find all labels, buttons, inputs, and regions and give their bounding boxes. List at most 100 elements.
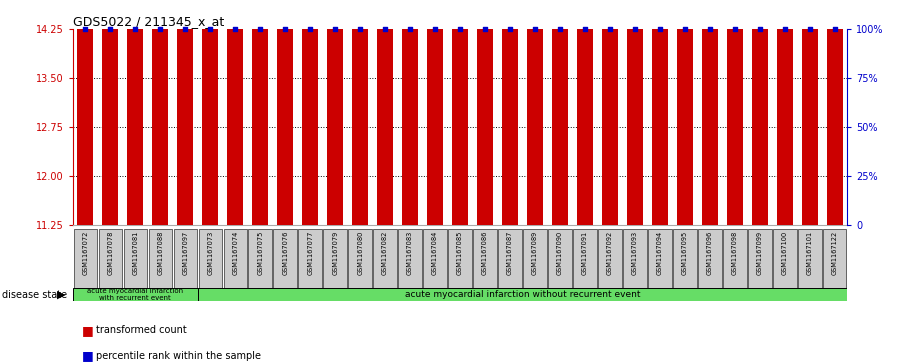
Bar: [152, 0, 169, 225]
Point: [628, 26, 642, 32]
Point: [328, 26, 343, 32]
Bar: [623, 229, 647, 288]
Text: transformed count: transformed count: [96, 325, 187, 335]
Text: GSM1167073: GSM1167073: [208, 231, 213, 275]
Bar: [223, 229, 247, 288]
Bar: [823, 229, 846, 288]
Bar: [352, 0, 368, 225]
Bar: [577, 0, 593, 225]
Point: [428, 26, 443, 32]
Bar: [374, 229, 397, 288]
Bar: [523, 229, 547, 288]
Text: GSM1167087: GSM1167087: [507, 231, 513, 275]
Bar: [602, 0, 618, 225]
Point: [353, 26, 367, 32]
Bar: [98, 229, 122, 288]
Bar: [448, 229, 472, 288]
Point: [777, 26, 792, 32]
Bar: [477, 0, 493, 225]
Bar: [102, 0, 118, 225]
Bar: [527, 0, 543, 225]
Bar: [748, 229, 772, 288]
Bar: [474, 229, 496, 288]
Bar: [452, 0, 468, 225]
Point: [803, 26, 817, 32]
Text: GSM1167072: GSM1167072: [82, 231, 88, 275]
Bar: [177, 0, 193, 225]
Bar: [299, 229, 322, 288]
Point: [228, 26, 242, 32]
Text: GSM1167090: GSM1167090: [557, 231, 563, 275]
Text: GSM1167091: GSM1167091: [582, 231, 588, 275]
Text: GSM1167088: GSM1167088: [158, 231, 163, 275]
Text: GSM1167095: GSM1167095: [681, 231, 688, 275]
Text: GSM1167085: GSM1167085: [457, 231, 463, 275]
Bar: [348, 229, 372, 288]
Point: [702, 26, 717, 32]
Text: GSM1167100: GSM1167100: [782, 231, 788, 275]
Point: [278, 26, 292, 32]
Point: [527, 26, 542, 32]
Point: [827, 26, 842, 32]
Point: [678, 26, 692, 32]
Point: [128, 26, 143, 32]
Point: [652, 26, 667, 32]
Bar: [302, 0, 318, 225]
Text: GSM1167086: GSM1167086: [482, 231, 488, 275]
Bar: [727, 0, 743, 225]
Bar: [74, 229, 97, 288]
Text: GSM1167077: GSM1167077: [307, 231, 313, 275]
Point: [78, 26, 93, 32]
Text: GSM1167080: GSM1167080: [357, 231, 363, 275]
Point: [553, 26, 568, 32]
Text: ▶: ▶: [57, 290, 66, 300]
Bar: [677, 0, 693, 225]
Text: GSM1167074: GSM1167074: [232, 231, 239, 275]
Text: GSM1167079: GSM1167079: [333, 231, 338, 275]
Text: GSM1167092: GSM1167092: [607, 231, 613, 275]
Bar: [498, 229, 522, 288]
Text: ■: ■: [82, 349, 94, 362]
Bar: [73, 288, 198, 301]
Bar: [826, 0, 843, 225]
Bar: [77, 0, 94, 225]
Bar: [698, 229, 722, 288]
Bar: [777, 0, 793, 225]
Point: [153, 26, 168, 32]
Bar: [802, 0, 818, 225]
Point: [752, 26, 767, 32]
Point: [728, 26, 742, 32]
Text: GSM1167101: GSM1167101: [807, 231, 813, 275]
Text: percentile rank within the sample: percentile rank within the sample: [96, 351, 261, 361]
Text: ■: ■: [82, 324, 94, 337]
Bar: [723, 229, 747, 288]
Text: GSM1167122: GSM1167122: [832, 231, 838, 275]
Bar: [573, 229, 597, 288]
Bar: [627, 0, 643, 225]
Bar: [673, 229, 697, 288]
Text: GSM1167076: GSM1167076: [282, 231, 288, 275]
Point: [203, 26, 218, 32]
Bar: [701, 0, 718, 225]
Text: disease state: disease state: [2, 290, 67, 300]
Text: GSM1167083: GSM1167083: [407, 231, 413, 275]
Text: GDS5022 / 211345_x_at: GDS5022 / 211345_x_at: [73, 15, 224, 28]
Bar: [227, 0, 243, 225]
Bar: [327, 0, 343, 225]
Text: GSM1167093: GSM1167093: [632, 231, 638, 275]
Bar: [798, 229, 822, 288]
Bar: [128, 0, 143, 225]
Text: GSM1167081: GSM1167081: [132, 231, 138, 275]
Point: [103, 26, 118, 32]
Bar: [199, 229, 222, 288]
Bar: [773, 229, 796, 288]
Text: acute myocardial infarction without recurrent event: acute myocardial infarction without recu…: [404, 290, 640, 299]
Bar: [198, 288, 847, 301]
Bar: [202, 0, 219, 225]
Bar: [648, 229, 671, 288]
Text: GSM1167075: GSM1167075: [257, 231, 263, 275]
Bar: [599, 229, 621, 288]
Bar: [277, 0, 293, 225]
Point: [378, 26, 393, 32]
Point: [477, 26, 492, 32]
